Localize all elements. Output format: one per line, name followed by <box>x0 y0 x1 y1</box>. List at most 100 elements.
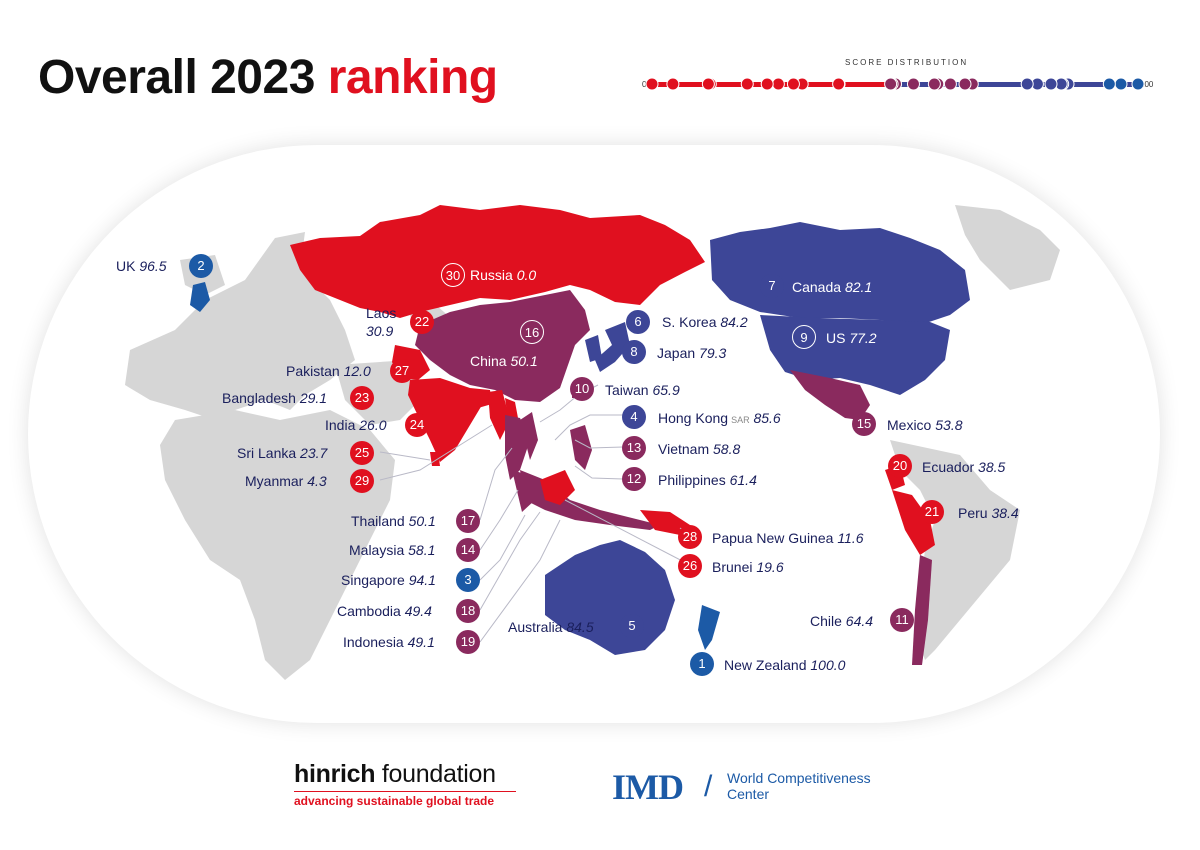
country-name: Ecuador <box>922 459 975 475</box>
country-score: 96.5 <box>139 258 167 274</box>
rank-badge: 15 <box>852 412 876 436</box>
us-region <box>760 315 950 395</box>
country-name: China <box>470 353 507 369</box>
hinrich-name-rest: foundation <box>381 760 496 788</box>
mexico-region <box>790 370 870 420</box>
india-region <box>408 378 485 462</box>
africa-landmass <box>160 410 395 680</box>
country-label: Hong Kong SAR 85.6 <box>658 409 781 429</box>
country-label: UK 96.5 <box>116 257 167 275</box>
distribution-flag <box>645 77 659 91</box>
country-score: 58.8 <box>713 441 741 457</box>
rank-badge: 2 <box>189 254 213 278</box>
imd-center-name: World Competitiveness Center <box>727 770 871 802</box>
country-label: Thailand 50.1 <box>351 512 436 530</box>
new-zealand-region <box>698 605 720 650</box>
country-label: Australia 84.5 <box>508 618 594 636</box>
country-name: Cambodia <box>337 603 401 619</box>
country-name: Brunei <box>712 559 753 575</box>
rank-badge: 10 <box>570 377 594 401</box>
distribution-flag <box>666 77 680 91</box>
country-label: S. Korea 84.2 <box>662 313 748 331</box>
rank-badge: 30 <box>441 263 465 287</box>
rank-badge: 1 <box>690 652 714 676</box>
rank-badge: 11 <box>890 608 914 632</box>
distribution-flag <box>1044 77 1058 91</box>
distribution-flag <box>927 77 941 91</box>
rank-badge: 6 <box>626 310 650 334</box>
country-name: UK <box>116 258 136 274</box>
distribution-flag <box>701 77 715 91</box>
country-name: Papua New Guinea <box>712 530 834 546</box>
distribution-flag <box>906 77 920 91</box>
country-name: Thailand <box>351 513 405 529</box>
rank-badge: 19 <box>456 630 480 654</box>
hinrich-name-bold: hinrich <box>294 760 376 788</box>
country-score: 50.1 <box>408 513 436 529</box>
title-prefix: Overall 2023 <box>38 51 315 104</box>
page-title: Overall 2023 ranking <box>38 50 498 105</box>
rank-badge: 4 <box>622 405 646 429</box>
country-score: 12.0 <box>343 363 371 379</box>
rank-badge: 20 <box>888 454 912 478</box>
country-name: Bangladesh <box>222 390 296 406</box>
country-name: Mexico <box>887 417 932 433</box>
imd-slash: / <box>704 770 713 803</box>
country-score: 38.5 <box>978 459 1006 475</box>
imd-line2: Center <box>727 786 770 802</box>
distribution-flag <box>760 77 774 91</box>
bangladesh-region <box>470 388 492 408</box>
russia-region <box>290 205 705 318</box>
distribution-flag <box>884 77 898 91</box>
country-score: 100.0 <box>810 657 846 673</box>
hinrich-foundation-logo: hinrich foundation advancing sustainable… <box>294 760 516 808</box>
peru-region <box>892 490 935 555</box>
country-name: New Zealand <box>724 657 807 673</box>
country-label: Taiwan 65.9 <box>605 381 680 399</box>
hinrich-name: hinrich foundation <box>294 760 516 789</box>
other-countries <box>125 205 1060 680</box>
country-score: 84.2 <box>720 314 748 330</box>
australia-region <box>545 540 675 655</box>
country-score: 49.4 <box>404 603 432 619</box>
country-name: Indonesia <box>343 634 404 650</box>
rank-badge: 18 <box>456 599 480 623</box>
country-name: Philippines <box>658 472 726 488</box>
brunei-region <box>540 470 575 505</box>
uk-region <box>190 282 210 312</box>
china-region <box>415 290 590 402</box>
country-label: Bangladesh 29.1 <box>222 389 327 407</box>
country-score: 4.3 <box>307 473 327 489</box>
europe-landmass <box>125 232 355 420</box>
country-score: 29.1 <box>299 390 328 406</box>
rank-badge: 26 <box>678 554 702 578</box>
country-label: Philippines 61.4 <box>658 471 757 489</box>
country-label: Canada 82.1 <box>792 278 872 296</box>
country-label: India 26.0 <box>325 416 387 434</box>
country-label: Papua New Guinea 11.6 <box>712 529 864 547</box>
distribution-flag <box>958 77 972 91</box>
country-label: Russia 0.0 <box>470 266 536 284</box>
country-name: Peru <box>958 505 988 521</box>
score-distribution-label: SCORE DISTRIBUTION <box>845 58 969 67</box>
rank-badge: 29 <box>350 469 374 493</box>
country-score: 58.1 <box>408 542 436 558</box>
country-name: Malaysia <box>349 542 405 558</box>
country-name: Myanmar <box>245 473 304 489</box>
rank-badge: 23 <box>350 386 374 410</box>
distribution-flag <box>786 77 800 91</box>
rank-badge: 16 <box>520 320 544 344</box>
country-label: Singapore 94.1 <box>341 571 436 589</box>
country-score: 11.6 <box>837 530 864 546</box>
country-name: Canada <box>792 279 842 295</box>
country-score: 94.1 <box>408 572 436 588</box>
rank-badge: 12 <box>622 467 646 491</box>
greenland-landmass <box>955 205 1060 290</box>
country-score: 82.1 <box>844 279 873 295</box>
distribution-min: 0 <box>642 80 647 89</box>
country-name: Russia <box>470 267 513 283</box>
country-name: Chile <box>810 613 842 629</box>
leader-lines <box>379 384 691 643</box>
hinrich-rule <box>294 791 516 792</box>
country-score: 77.2 <box>849 330 877 346</box>
